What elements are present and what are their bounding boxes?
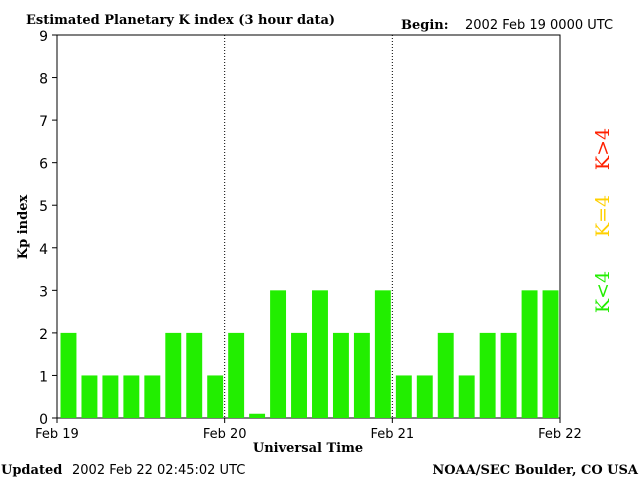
kp-bar — [542, 290, 559, 418]
kp-bar — [500, 332, 517, 418]
y-tick-label: 7 — [39, 114, 48, 130]
kp-bar — [479, 332, 496, 418]
x-tick-labels: Feb 19 Feb 20 Feb 21 Feb 22 — [35, 418, 582, 442]
x-tick-label: Feb 22 — [538, 427, 582, 442]
y-tick-label: 2 — [39, 327, 48, 343]
kp-bar — [249, 413, 266, 418]
y-tick-label: 4 — [39, 242, 48, 258]
kp-bar — [437, 332, 454, 418]
legend: K>4 K=4 K<4 — [592, 128, 614, 313]
begin-label: Begin: — [401, 18, 449, 33]
kp-bar — [312, 290, 328, 418]
y-tick-label: 3 — [39, 284, 48, 300]
kp-bar — [458, 375, 475, 418]
plot-frame — [56, 34, 561, 419]
kp-bar — [207, 375, 224, 418]
bars — [60, 290, 559, 418]
kp-bar — [228, 332, 245, 418]
kp-bar — [186, 332, 203, 418]
kp-bar — [291, 332, 307, 418]
updated-value: 2002 Feb 22 02:45:02 UTC — [72, 463, 245, 478]
legend-item-k-less-4: K<4 — [592, 271, 614, 313]
y-ticks: 0 1 2 3 4 5 6 7 8 9 — [39, 29, 57, 428]
kp-bar — [270, 290, 287, 418]
kp-bar — [144, 375, 161, 418]
x-tick-label: Feb 20 — [203, 427, 247, 442]
kp-bar — [416, 375, 433, 418]
source-credit: NOAA/SEC Boulder, CO USA — [432, 463, 639, 478]
kp-bar — [102, 375, 119, 418]
kp-bar — [81, 375, 98, 418]
y-axis-label: Kp index — [16, 195, 31, 260]
day-separators — [224, 35, 393, 418]
kp-bar — [332, 332, 349, 418]
y-tick-label: 9 — [39, 29, 48, 45]
begin-value: 2002 Feb 19 0000 UTC — [465, 18, 613, 33]
legend-item-k-equal-4: K=4 — [592, 195, 614, 237]
updated-label: Updated — [1, 463, 62, 478]
x-tick-label: Feb 19 — [35, 427, 79, 442]
kp-bar — [395, 375, 412, 418]
chart-title: Estimated Planetary K index (3 hour data… — [26, 13, 335, 28]
kp-bar — [165, 332, 182, 418]
kp-bar — [123, 375, 140, 418]
y-tick-label: 1 — [39, 369, 48, 385]
legend-item-k-greater-4: K>4 — [592, 128, 614, 170]
kp-bar — [521, 290, 538, 418]
y-tick-label: 0 — [39, 412, 48, 428]
kp-bar — [353, 332, 370, 418]
y-tick-label: 8 — [39, 72, 48, 88]
x-tick-label: Feb 21 — [370, 427, 414, 442]
y-tick-label: 5 — [39, 199, 48, 215]
kp-bar — [374, 290, 391, 418]
x-axis-label: Universal Time — [253, 441, 363, 456]
y-tick-label: 6 — [39, 157, 48, 173]
kp-bar — [60, 332, 77, 418]
